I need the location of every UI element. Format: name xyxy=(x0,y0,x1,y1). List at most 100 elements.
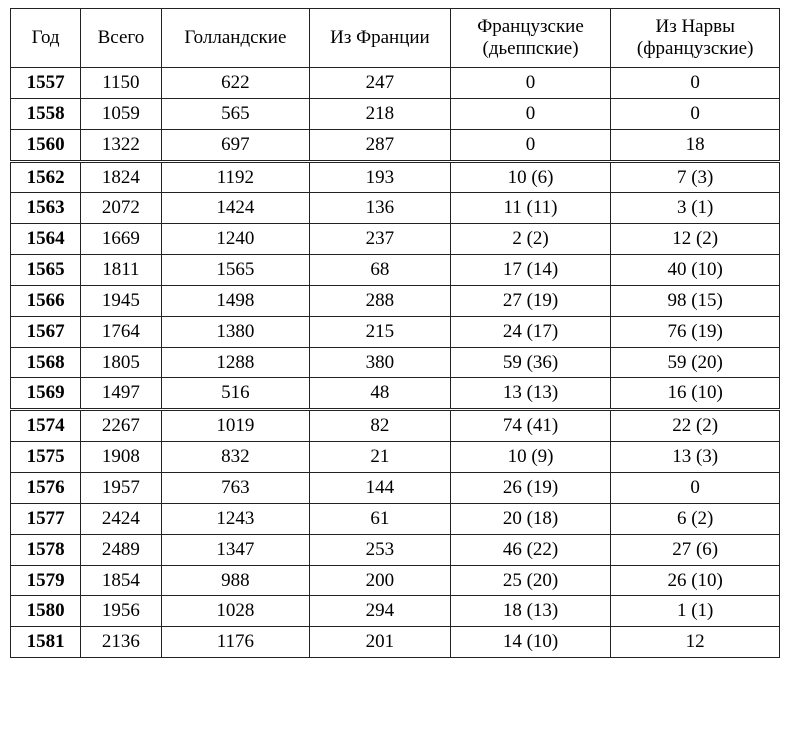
cell-year: 1575 xyxy=(11,442,81,473)
table-body: 1557115062224700155810595652180015601322… xyxy=(11,68,780,658)
cell-total: 1497 xyxy=(81,378,161,410)
table-row: 15812136117620114 (10)12 xyxy=(11,627,780,658)
cell-total: 2136 xyxy=(81,627,161,658)
cell-narva: 0 xyxy=(611,472,780,503)
cell-from_fr: 237 xyxy=(310,224,451,255)
cell-french: 26 (19) xyxy=(450,472,611,503)
table-row: 15621824119219310 (6)7 (3) xyxy=(11,161,780,193)
cell-dutch: 1380 xyxy=(161,316,310,347)
cell-year: 1566 xyxy=(11,285,81,316)
cell-from_fr: 294 xyxy=(310,596,451,627)
cell-year: 1569 xyxy=(11,378,81,410)
cell-narva: 3 (1) xyxy=(611,193,780,224)
cell-total: 1059 xyxy=(81,98,161,129)
cell-dutch: 1240 xyxy=(161,224,310,255)
table-row: 1574226710198274 (41)22 (2) xyxy=(11,410,780,442)
cell-french: 74 (41) xyxy=(450,410,611,442)
cell-total: 1669 xyxy=(81,224,161,255)
table-row: 1577242412436120 (18)6 (2) xyxy=(11,503,780,534)
cell-narva: 0 xyxy=(611,98,780,129)
cell-from_fr: 144 xyxy=(310,472,451,503)
cell-french: 20 (18) xyxy=(450,503,611,534)
cell-narva: 13 (3) xyxy=(611,442,780,473)
cell-from_fr: 380 xyxy=(310,347,451,378)
cell-from_fr: 68 xyxy=(310,255,451,286)
cell-year: 1560 xyxy=(11,129,81,161)
table-header: Год Всего Голландские Из Франции Француз… xyxy=(11,9,780,68)
table-row: 15782489134725346 (22)27 (6) xyxy=(11,534,780,565)
cell-french: 25 (20) xyxy=(450,565,611,596)
cell-dutch: 622 xyxy=(161,68,310,99)
cell-dutch: 1176 xyxy=(161,627,310,658)
table-row: 1564166912402372 (2)12 (2) xyxy=(11,224,780,255)
cell-total: 1805 xyxy=(81,347,161,378)
cell-from_fr: 136 xyxy=(310,193,451,224)
table-row: 15632072142413611 (11)3 (1) xyxy=(11,193,780,224)
cell-french: 24 (17) xyxy=(450,316,611,347)
cell-total: 1764 xyxy=(81,316,161,347)
col-header-narva: Из Нарвы(французские) xyxy=(611,9,780,68)
cell-year: 1558 xyxy=(11,98,81,129)
cell-from_fr: 253 xyxy=(310,534,451,565)
cell-dutch: 763 xyxy=(161,472,310,503)
cell-dutch: 1288 xyxy=(161,347,310,378)
table-row: 156914975164813 (13)16 (10) xyxy=(11,378,780,410)
col-header-year: Год xyxy=(11,9,81,68)
cell-narva: 18 xyxy=(611,129,780,161)
cell-narva: 76 (19) xyxy=(611,316,780,347)
cell-dutch: 565 xyxy=(161,98,310,129)
cell-french: 59 (36) xyxy=(450,347,611,378)
cell-year: 1562 xyxy=(11,161,81,193)
cell-french: 10 (9) xyxy=(450,442,611,473)
table-row: 15671764138021524 (17)76 (19) xyxy=(11,316,780,347)
cell-french: 17 (14) xyxy=(450,255,611,286)
cell-year: 1580 xyxy=(11,596,81,627)
col-header-from-fr: Из Франции xyxy=(310,9,451,68)
col-header-dutch: Голландские xyxy=(161,9,310,68)
cell-from_fr: 288 xyxy=(310,285,451,316)
cell-from_fr: 61 xyxy=(310,503,451,534)
cell-from_fr: 218 xyxy=(310,98,451,129)
cell-year: 1579 xyxy=(11,565,81,596)
cell-french: 2 (2) xyxy=(450,224,611,255)
cell-french: 0 xyxy=(450,68,611,99)
cell-year: 1577 xyxy=(11,503,81,534)
cell-from_fr: 193 xyxy=(310,161,451,193)
cell-from_fr: 215 xyxy=(310,316,451,347)
cell-dutch: 832 xyxy=(161,442,310,473)
cell-narva: 1 (1) xyxy=(611,596,780,627)
cell-french: 11 (11) xyxy=(450,193,611,224)
cell-dutch: 1028 xyxy=(161,596,310,627)
cell-total: 1957 xyxy=(81,472,161,503)
cell-total: 1824 xyxy=(81,161,161,193)
cell-narva: 6 (2) xyxy=(611,503,780,534)
cell-narva: 27 (6) xyxy=(611,534,780,565)
cell-dutch: 1192 xyxy=(161,161,310,193)
cell-from_fr: 48 xyxy=(310,378,451,410)
table-row: 15661945149828827 (19)98 (15) xyxy=(11,285,780,316)
table-row: 1576195776314426 (19)0 xyxy=(11,472,780,503)
cell-dutch: 1424 xyxy=(161,193,310,224)
cell-narva: 26 (10) xyxy=(611,565,780,596)
cell-french: 0 xyxy=(450,98,611,129)
cell-dutch: 1347 xyxy=(161,534,310,565)
cell-year: 1581 xyxy=(11,627,81,658)
cell-french: 18 (13) xyxy=(450,596,611,627)
cell-from_fr: 21 xyxy=(310,442,451,473)
cell-narva: 7 (3) xyxy=(611,161,780,193)
cell-year: 1557 xyxy=(11,68,81,99)
cell-total: 2072 xyxy=(81,193,161,224)
data-table: Год Всего Голландские Из Франции Француз… xyxy=(10,8,780,658)
cell-total: 1908 xyxy=(81,442,161,473)
cell-narva: 12 xyxy=(611,627,780,658)
cell-dutch: 1243 xyxy=(161,503,310,534)
table-row: 1579185498820025 (20)26 (10) xyxy=(11,565,780,596)
cell-from_fr: 82 xyxy=(310,410,451,442)
table-row: 1565181115656817 (14)40 (10) xyxy=(11,255,780,286)
cell-total: 1854 xyxy=(81,565,161,596)
cell-total: 1811 xyxy=(81,255,161,286)
cell-total: 1956 xyxy=(81,596,161,627)
cell-total: 2489 xyxy=(81,534,161,565)
cell-total: 1322 xyxy=(81,129,161,161)
cell-total: 1150 xyxy=(81,68,161,99)
